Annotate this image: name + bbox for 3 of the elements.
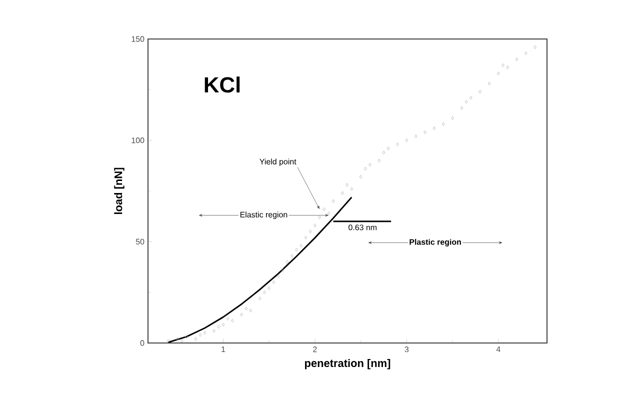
x-axis-title: penetration [nm] xyxy=(305,359,390,370)
y-axis-title: load [nN] xyxy=(114,168,124,214)
text: KCl xyxy=(204,76,240,93)
